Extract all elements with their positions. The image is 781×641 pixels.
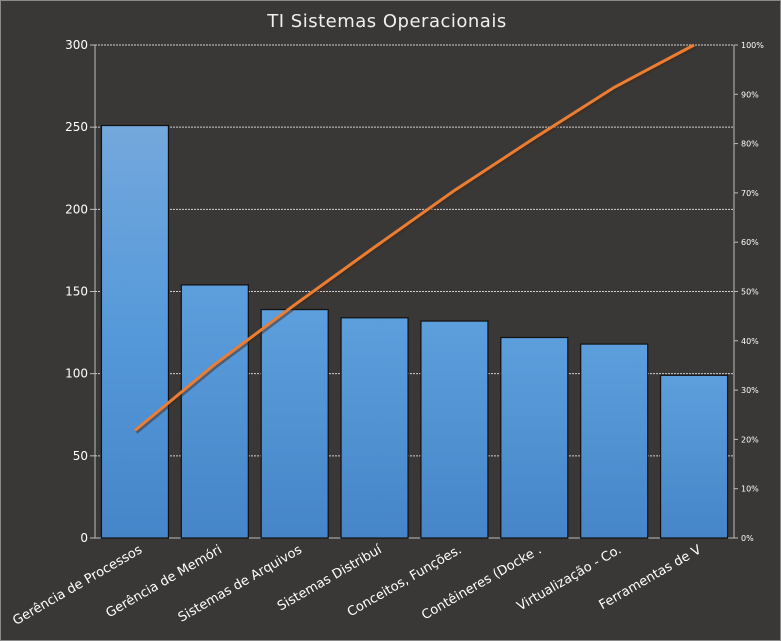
bar [260,308,329,539]
bar [340,317,409,539]
y2-tick-label: 100% [741,41,764,50]
y2-tick-label: 60% [741,238,759,247]
y-tick-label: 300 [65,38,88,52]
y2-tick-label: 90% [741,90,759,99]
chart-title: TI Sistemas Operacionais [266,11,506,32]
y2-tick-label: 10% [741,485,759,494]
cumulative-line-shadow [134,44,697,434]
x-tick-label: Gerência de Processos [10,542,145,628]
y-tick-label: 200 [65,202,88,216]
bar [100,124,170,539]
y2-tick-label: 20% [741,435,759,444]
bar [420,320,489,539]
y2-tick-label: 70% [741,189,759,198]
y2-tick-label: 80% [741,140,759,149]
y-tick-label: 0 [80,531,88,545]
y2-tick-label: 40% [741,337,759,346]
bar [180,284,249,539]
y2-tick-label: 30% [741,386,759,395]
y2-tick-label: 0% [741,534,754,543]
bar [500,336,569,539]
y-tick-label: 100 [65,367,88,381]
y2-tick-label: 50% [741,288,759,297]
y-tick-label: 50 [73,449,88,463]
bar [580,343,649,539]
cumulative-percent-line [133,43,695,432]
bar [659,374,729,539]
y-tick-label: 250 [65,120,88,134]
y-tick-label: 150 [65,285,88,299]
